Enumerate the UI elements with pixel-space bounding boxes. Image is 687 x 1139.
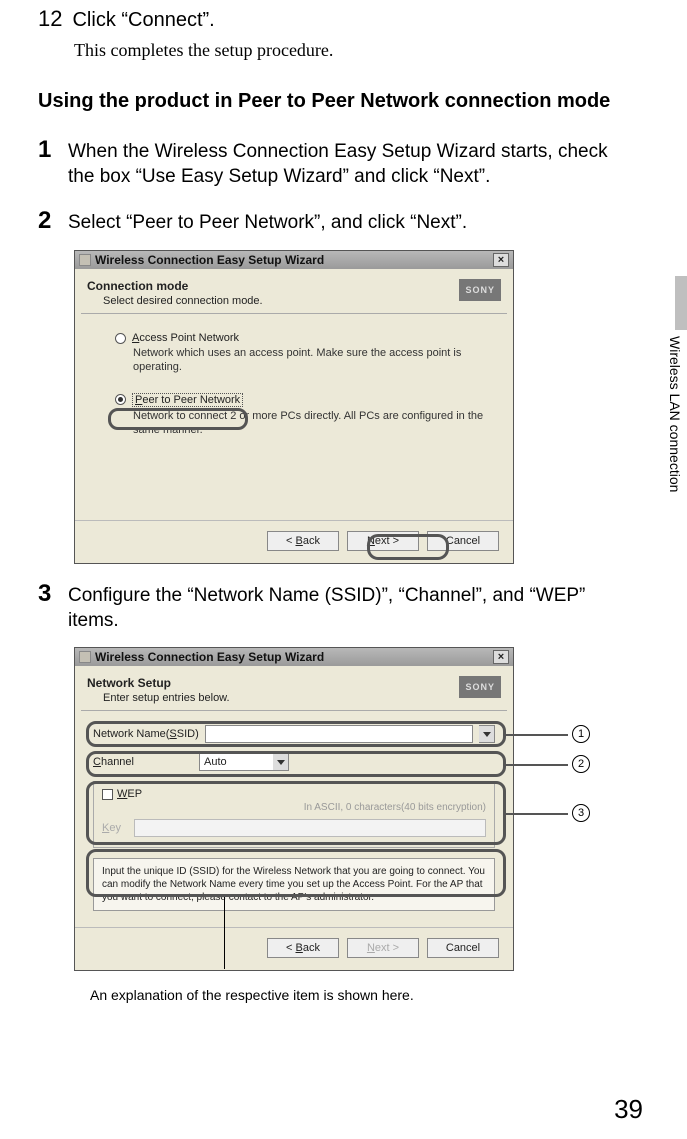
dialog-2-wrap: Wireless Connection Easy Setup Wizard × …	[74, 647, 514, 971]
channel-label: Channel	[93, 756, 193, 768]
option-access-point: Access Point Network Network which uses …	[115, 332, 493, 375]
channel-value: Auto	[199, 753, 273, 771]
page-number: 39	[614, 1094, 643, 1125]
radio-peer-to-peer[interactable]	[115, 394, 126, 405]
back-button[interactable]: < Back	[267, 531, 339, 551]
step-1-number: 1	[38, 136, 58, 164]
option-ap-desc: Network which uses an access point. Make…	[133, 346, 493, 375]
side-tab: Wireless LAN connection	[661, 276, 687, 496]
d1-header-sub: Select desired connection mode.	[103, 295, 459, 307]
step-2: 2 Select “Peer to Peer Network”, and cli…	[38, 207, 627, 236]
d2-header-sub: Enter setup entries below.	[103, 692, 459, 704]
leader-2	[506, 764, 568, 766]
callout-2: 2	[572, 755, 590, 773]
d1-header-title: Connection mode	[87, 279, 459, 293]
wep-label: WEP	[117, 788, 142, 800]
callout-3: 3	[572, 804, 590, 822]
step-12-text: Click “Connect”.	[72, 9, 214, 32]
highlight-next-button	[367, 534, 449, 560]
ssid-label: Network Name(SSID)	[93, 728, 199, 740]
app-icon	[79, 651, 91, 663]
sony-logo-2: SONY	[459, 676, 501, 698]
row-ssid: Network Name(SSID)	[93, 725, 495, 743]
wep-group: WEP In ASCII, 0 characters(40 bits encry…	[93, 781, 495, 848]
step-12-number: 12	[38, 6, 62, 32]
key-label: Key	[102, 822, 126, 834]
wep-checkbox[interactable]	[102, 789, 113, 800]
leader-1	[506, 734, 568, 736]
highlight-p2p-option	[108, 408, 248, 430]
dialog-network-setup: Wireless Connection Easy Setup Wizard × …	[74, 647, 514, 971]
step-3-text: Configure the “Network Name (SSID)”, “Ch…	[68, 584, 627, 633]
step-1: 1 When the Wireless Connection Easy Setu…	[38, 136, 627, 189]
back-button-2[interactable]: < Back	[267, 938, 339, 958]
step-3: 3 Configure the “Network Name (SSID)”, “…	[38, 580, 627, 633]
sony-logo: SONY	[459, 279, 501, 301]
close-button-2[interactable]: ×	[493, 650, 509, 664]
option-ap-label: Access Point Network	[132, 332, 239, 344]
ssid-input[interactable]	[205, 725, 473, 743]
close-button[interactable]: ×	[493, 253, 509, 267]
key-input[interactable]	[134, 819, 486, 837]
dialog-titlebar-2: Wireless Connection Easy Setup Wizard ×	[75, 648, 513, 666]
step-2-text: Select “Peer to Peer Network”, and click…	[68, 211, 467, 236]
next-button-2[interactable]: Next >	[347, 938, 419, 958]
row-channel: Channel Auto	[93, 753, 495, 771]
info-box: Input the unique ID (SSID) for the Wirel…	[93, 858, 495, 911]
side-tab-label: Wireless LAN connection	[667, 336, 683, 492]
step-3-number: 3	[38, 580, 58, 608]
option-p2p-label: Peer to Peer Network	[132, 393, 243, 407]
dialog-1-wrap: Wireless Connection Easy Setup Wizard × …	[74, 250, 514, 564]
channel-dropdown-icon[interactable]	[273, 753, 289, 771]
app-icon	[79, 254, 91, 266]
step-1-text: When the Wireless Connection Easy Setup …	[68, 140, 627, 189]
dialog-title-2: Wireless Connection Easy Setup Wizard	[95, 650, 493, 664]
side-tab-bar	[675, 276, 687, 330]
leader-3	[506, 813, 568, 815]
callout-1: 1	[572, 725, 590, 743]
dialog-connection-mode: Wireless Connection Easy Setup Wizard × …	[74, 250, 514, 564]
channel-select[interactable]: Auto	[199, 753, 289, 771]
dialog-titlebar: Wireless Connection Easy Setup Wizard ×	[75, 251, 513, 269]
d2-header-title: Network Setup	[87, 676, 459, 690]
cancel-button-2[interactable]: Cancel	[427, 938, 499, 958]
step-12: 12 Click “Connect”. This completes the s…	[38, 0, 627, 61]
step-2-number: 2	[38, 207, 58, 235]
section-heading: Using the product in Peer to Peer Networ…	[38, 89, 627, 114]
radio-access-point[interactable]	[115, 333, 126, 344]
leader-caption	[224, 897, 225, 969]
ssid-dropdown-icon[interactable]	[479, 725, 495, 743]
completion-text: This completes the setup procedure.	[74, 40, 627, 61]
dialog-title: Wireless Connection Easy Setup Wizard	[95, 253, 493, 267]
wep-hint: In ASCII, 0 characters(40 bits encryptio…	[102, 802, 486, 813]
caption-text: An explanation of the respective item is…	[90, 987, 627, 1003]
